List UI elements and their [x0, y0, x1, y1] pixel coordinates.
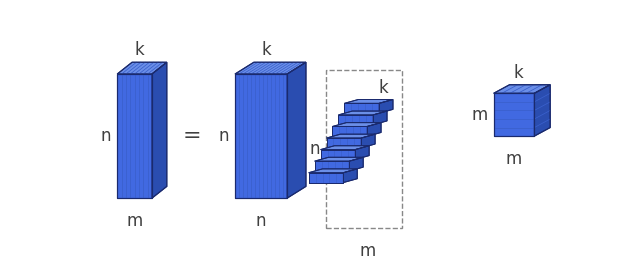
Polygon shape [308, 169, 357, 173]
Polygon shape [344, 100, 393, 103]
Text: =: = [182, 126, 201, 146]
Polygon shape [355, 146, 369, 160]
Polygon shape [315, 157, 364, 161]
Polygon shape [344, 103, 379, 113]
Text: m: m [127, 212, 143, 230]
Polygon shape [321, 150, 355, 160]
Polygon shape [326, 134, 375, 138]
Text: m: m [506, 150, 522, 168]
Text: m: m [472, 106, 488, 124]
Text: k: k [134, 41, 144, 59]
Polygon shape [332, 126, 367, 136]
Bar [326, 70, 403, 228]
Polygon shape [326, 138, 361, 148]
Polygon shape [235, 62, 306, 74]
Polygon shape [339, 111, 387, 115]
Text: m: m [360, 242, 376, 260]
Polygon shape [361, 134, 375, 148]
Polygon shape [493, 85, 550, 93]
Polygon shape [379, 100, 393, 113]
Polygon shape [367, 123, 381, 136]
Polygon shape [321, 146, 369, 150]
Text: k: k [378, 79, 388, 97]
Polygon shape [117, 62, 167, 74]
Text: n: n [218, 127, 229, 145]
Polygon shape [287, 62, 306, 198]
Polygon shape [534, 85, 550, 136]
Polygon shape [117, 74, 152, 198]
Polygon shape [308, 173, 344, 183]
Text: k: k [262, 41, 271, 59]
Polygon shape [235, 74, 287, 198]
Polygon shape [349, 157, 364, 171]
Polygon shape [332, 123, 381, 126]
Text: n: n [100, 127, 111, 145]
Polygon shape [344, 169, 357, 183]
Polygon shape [493, 93, 534, 136]
Text: n: n [309, 140, 319, 158]
Polygon shape [373, 111, 387, 125]
Polygon shape [152, 62, 167, 198]
Polygon shape [339, 115, 373, 125]
Text: n: n [256, 212, 266, 230]
Text: k: k [514, 64, 524, 81]
Polygon shape [315, 161, 349, 171]
